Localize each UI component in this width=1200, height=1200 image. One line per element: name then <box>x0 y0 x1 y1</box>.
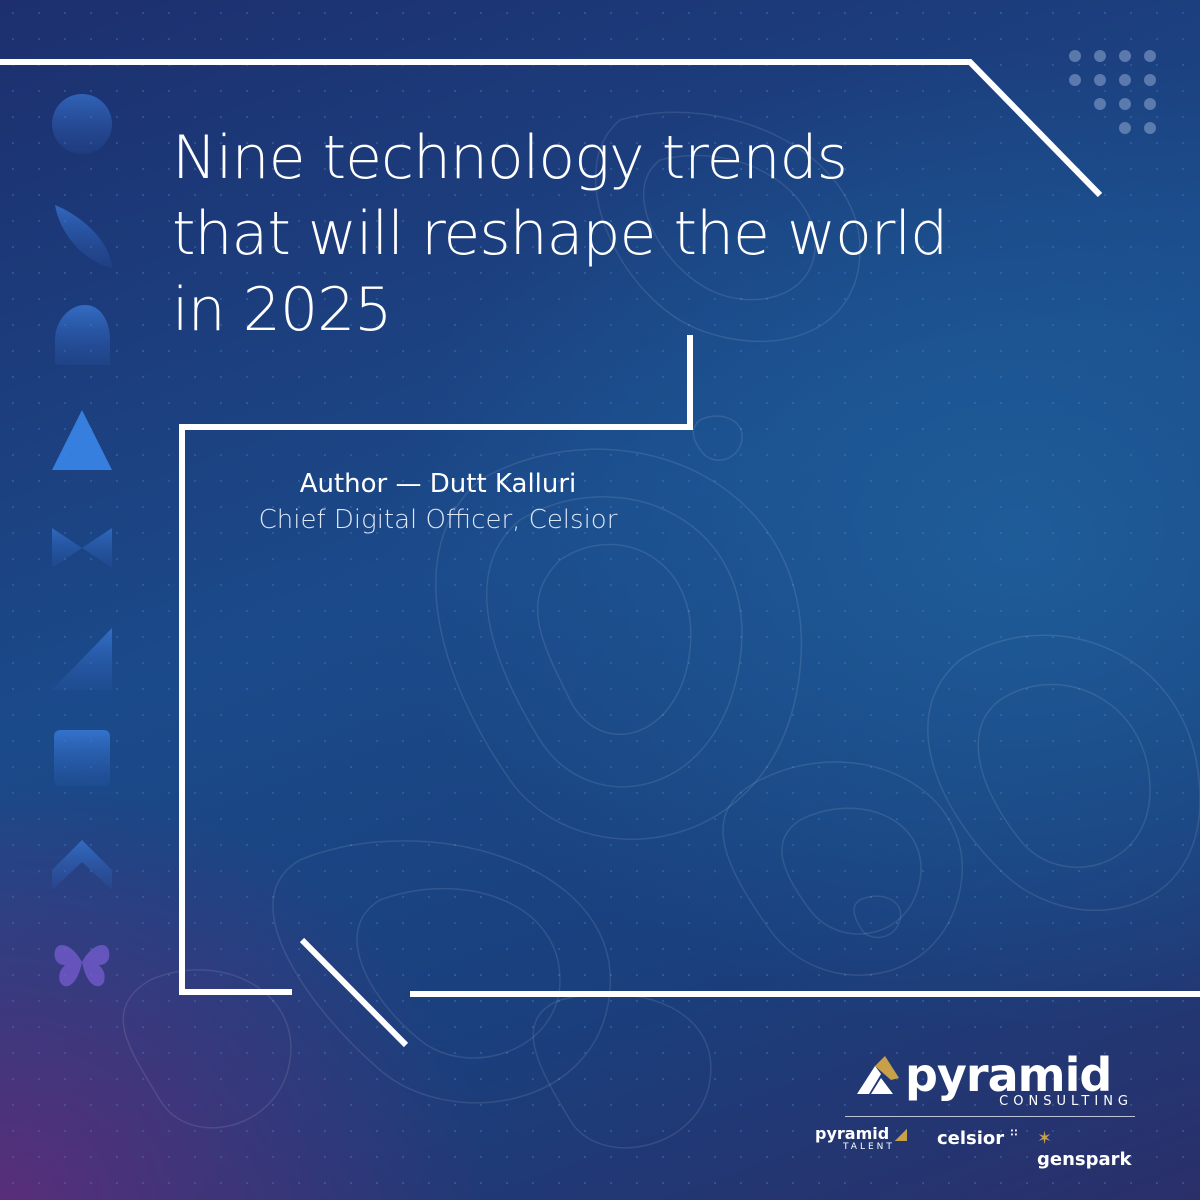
brand-genspark-name: genspark <box>1037 1149 1132 1170</box>
leaf-icon <box>55 205 112 268</box>
frame-lines <box>0 59 1200 1048</box>
logo-tagline: CONSULTING <box>999 1094 1133 1109</box>
logo-wordmark: pyramid <box>905 1048 1112 1102</box>
chevron-icon <box>52 840 112 890</box>
pyramid-mark-icon <box>857 1056 899 1094</box>
square-icon <box>54 730 110 786</box>
dot-matrix-decoration <box>1069 50 1156 134</box>
blob-icon <box>55 305 110 365</box>
sub-brands: pyramid ◢ TALENT celsior ∷ ✶ genspark <box>815 1124 1145 1170</box>
bowtie-icon <box>52 528 112 568</box>
flower-icon <box>54 944 110 987</box>
talent-mark-icon: ◢ <box>894 1124 908 1143</box>
brand-pyramid-talent-name: pyramid <box>815 1124 890 1143</box>
brand-pyramid-talent-sub: TALENT <box>843 1142 895 1152</box>
ramp-icon <box>52 628 112 690</box>
triangle-icon <box>52 410 112 470</box>
author-block: Author — Dutt Kalluri Chief Digital Offi… <box>180 466 696 538</box>
brand-pyramid-talent: pyramid ◢ TALENT <box>815 1124 908 1152</box>
brand-celsior: celsior ∷ <box>937 1128 1017 1149</box>
logo-main: pyramid <box>857 1048 1112 1102</box>
author-name: Author — Dutt Kalluri <box>299 469 577 499</box>
page-title: Nine technology trends that will reshape… <box>172 123 948 345</box>
brand-celsior-name: celsior <box>937 1128 1005 1149</box>
brand-genspark: ✶ genspark <box>1037 1128 1145 1170</box>
author-role: Chief Digital Officer, Celsior <box>258 505 618 535</box>
circle-icon <box>52 94 112 154</box>
contour-lines <box>122 111 1200 1149</box>
shape-icon-column <box>52 94 112 987</box>
logo-divider <box>845 1116 1135 1117</box>
pyramid-consulting-logo: pyramid CONSULTING pyramid ◢ TALENT cels… <box>815 1048 1145 1170</box>
celsior-dots-icon: ∷ <box>1010 1128 1018 1139</box>
genspark-star-icon: ✶ <box>1037 1128 1053 1149</box>
